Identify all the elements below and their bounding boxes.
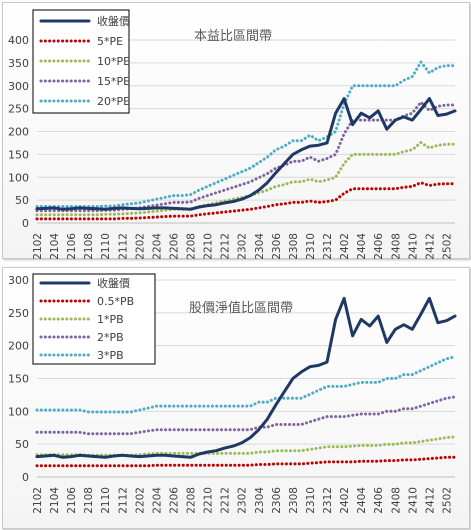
y-tick-label: 300 bbox=[8, 80, 29, 93]
x-tick-label: 2206 bbox=[168, 487, 180, 514]
x-tick-label: 2306 bbox=[271, 487, 283, 514]
legend-box bbox=[32, 273, 156, 365]
x-tick-label: 2312 bbox=[322, 487, 334, 514]
legend-label: 15*PE bbox=[97, 75, 130, 88]
y-tick-label: 350 bbox=[8, 57, 29, 70]
legend-label: 3*PB bbox=[97, 349, 124, 362]
y-tick-label: 0 bbox=[22, 471, 29, 484]
x-tick-label: 2404 bbox=[356, 487, 368, 514]
x-tick-label: 2404 bbox=[356, 233, 368, 260]
x-tick-label: 2410 bbox=[407, 487, 419, 514]
x-tick-label: 2310 bbox=[305, 233, 317, 260]
legend-label: 10*PE bbox=[97, 55, 130, 68]
y-tick-label: 250 bbox=[8, 103, 29, 116]
series-line-0 bbox=[35, 97, 457, 211]
legend-label: 0.5*PB bbox=[97, 295, 134, 308]
x-tick-label: 2406 bbox=[373, 233, 385, 260]
x-tick-label: 2408 bbox=[390, 487, 402, 514]
x-tick-label: 2208 bbox=[186, 233, 198, 260]
series-line-4 bbox=[35, 60, 457, 208]
x-tick-label: 2502 bbox=[441, 233, 453, 260]
x-tick-label: 2310 bbox=[305, 487, 317, 514]
x-tick-label: 2304 bbox=[254, 233, 266, 260]
x-tick-label: 2308 bbox=[288, 487, 300, 514]
x-tick-label: 2102 bbox=[32, 487, 44, 514]
y-tick-label: 400 bbox=[8, 34, 29, 47]
series-line-3 bbox=[35, 100, 457, 213]
x-tick-label: 2104 bbox=[49, 233, 61, 260]
series-line-2 bbox=[35, 141, 457, 217]
x-tick-label: 2212 bbox=[220, 233, 232, 260]
chart-title: 本益比區間帶 bbox=[194, 29, 272, 44]
series-line-0 bbox=[35, 296, 457, 459]
x-tick-label: 2204 bbox=[151, 233, 163, 260]
x-tick-label: 2210 bbox=[203, 233, 215, 260]
x-tick-label: 2208 bbox=[186, 487, 198, 514]
x-tick-label: 2302 bbox=[237, 233, 249, 260]
x-tick-label: 2304 bbox=[254, 487, 266, 514]
chart-title: 股價淨值比區間帶 bbox=[189, 300, 293, 316]
legend-label: 收盤價 bbox=[97, 276, 130, 290]
x-tick-label: 2408 bbox=[390, 233, 402, 260]
series-line-3 bbox=[35, 395, 457, 436]
legend-label: 收盤價 bbox=[97, 14, 130, 28]
x-tick-label: 2302 bbox=[237, 487, 249, 514]
x-tick-label: 2210 bbox=[203, 487, 215, 514]
y-tick-label: 200 bbox=[8, 126, 29, 139]
x-tick-label: 2212 bbox=[220, 487, 232, 514]
pb-band-chart: 0 50 100 150 200 250 300 2102 2104 2106 2108 2110 21… bbox=[8, 273, 457, 514]
x-tick-label: 2312 bbox=[322, 233, 334, 260]
series-line-2 bbox=[35, 435, 457, 457]
y-tick-label: 0 bbox=[22, 217, 29, 230]
series-line-1 bbox=[35, 181, 457, 221]
x-tick-label: 2502 bbox=[441, 487, 453, 514]
x-tick-label: 2402 bbox=[339, 233, 351, 260]
series-line-1 bbox=[35, 455, 457, 468]
x-tick-label: 2306 bbox=[271, 233, 283, 260]
series-line-4 bbox=[35, 355, 457, 414]
y-tick-label: 100 bbox=[8, 171, 29, 184]
x-tick-label: 2202 bbox=[134, 487, 146, 514]
y-tick-label: 300 bbox=[8, 274, 29, 287]
x-tick-label: 2106 bbox=[66, 233, 78, 260]
y-tick-label: 150 bbox=[8, 373, 29, 386]
x-tick-label: 2204 bbox=[151, 487, 163, 514]
x-tick-label: 2110 bbox=[100, 487, 112, 514]
x-tick-label: 2104 bbox=[49, 487, 61, 514]
x-tick-label: 2108 bbox=[83, 487, 95, 514]
legend-label: 20*PE bbox=[97, 95, 130, 108]
legend: 收盤價 5*PE 10*PE 15*PE 20*PE bbox=[32, 9, 130, 114]
legend: 收盤價 0.5*PB 1*PB 2*PB 3*PB bbox=[32, 273, 156, 365]
y-tick-label: 250 bbox=[8, 307, 29, 320]
x-tick-label: 2412 bbox=[424, 233, 436, 260]
x-tick-label: 2110 bbox=[100, 233, 112, 260]
x-tick-label: 2112 bbox=[117, 233, 129, 260]
x-tick-label: 2308 bbox=[288, 233, 300, 260]
x-tick-label: 2406 bbox=[373, 487, 385, 514]
x-tick-label: 2108 bbox=[83, 233, 95, 260]
x-tick-label: 2202 bbox=[134, 233, 146, 260]
x-tick-label: 2206 bbox=[168, 233, 180, 260]
pe-band-chart: 0 50 100 150 200 250 300 350 400 2102 2104 2106 2108… bbox=[8, 9, 457, 260]
pe-band-chart-panel: 0 50 100 150 200 250 300 350 400 2102 2104 2106 2108… bbox=[2, 2, 470, 260]
x-tick-label: 2112 bbox=[117, 487, 129, 514]
legend-label: 2*PB bbox=[97, 331, 124, 344]
x-tick-label: 2402 bbox=[339, 487, 351, 514]
x-tick-label: 2102 bbox=[32, 233, 44, 260]
y-tick-label: 50 bbox=[15, 194, 29, 207]
legend-label: 5*PE bbox=[97, 35, 123, 48]
y-tick-label: 150 bbox=[8, 148, 29, 161]
y-tick-label: 100 bbox=[8, 405, 29, 418]
y-tick-label: 200 bbox=[8, 340, 29, 353]
x-tick-label: 2410 bbox=[407, 233, 419, 260]
x-tick-label: 2106 bbox=[66, 487, 78, 514]
pb-band-chart-panel: 0 50 100 150 200 250 300 2102 2104 2106 2108 2110 21… bbox=[2, 267, 470, 529]
legend-label: 1*PB bbox=[97, 313, 124, 326]
y-tick-label: 50 bbox=[15, 438, 29, 451]
x-tick-label: 2412 bbox=[424, 487, 436, 514]
